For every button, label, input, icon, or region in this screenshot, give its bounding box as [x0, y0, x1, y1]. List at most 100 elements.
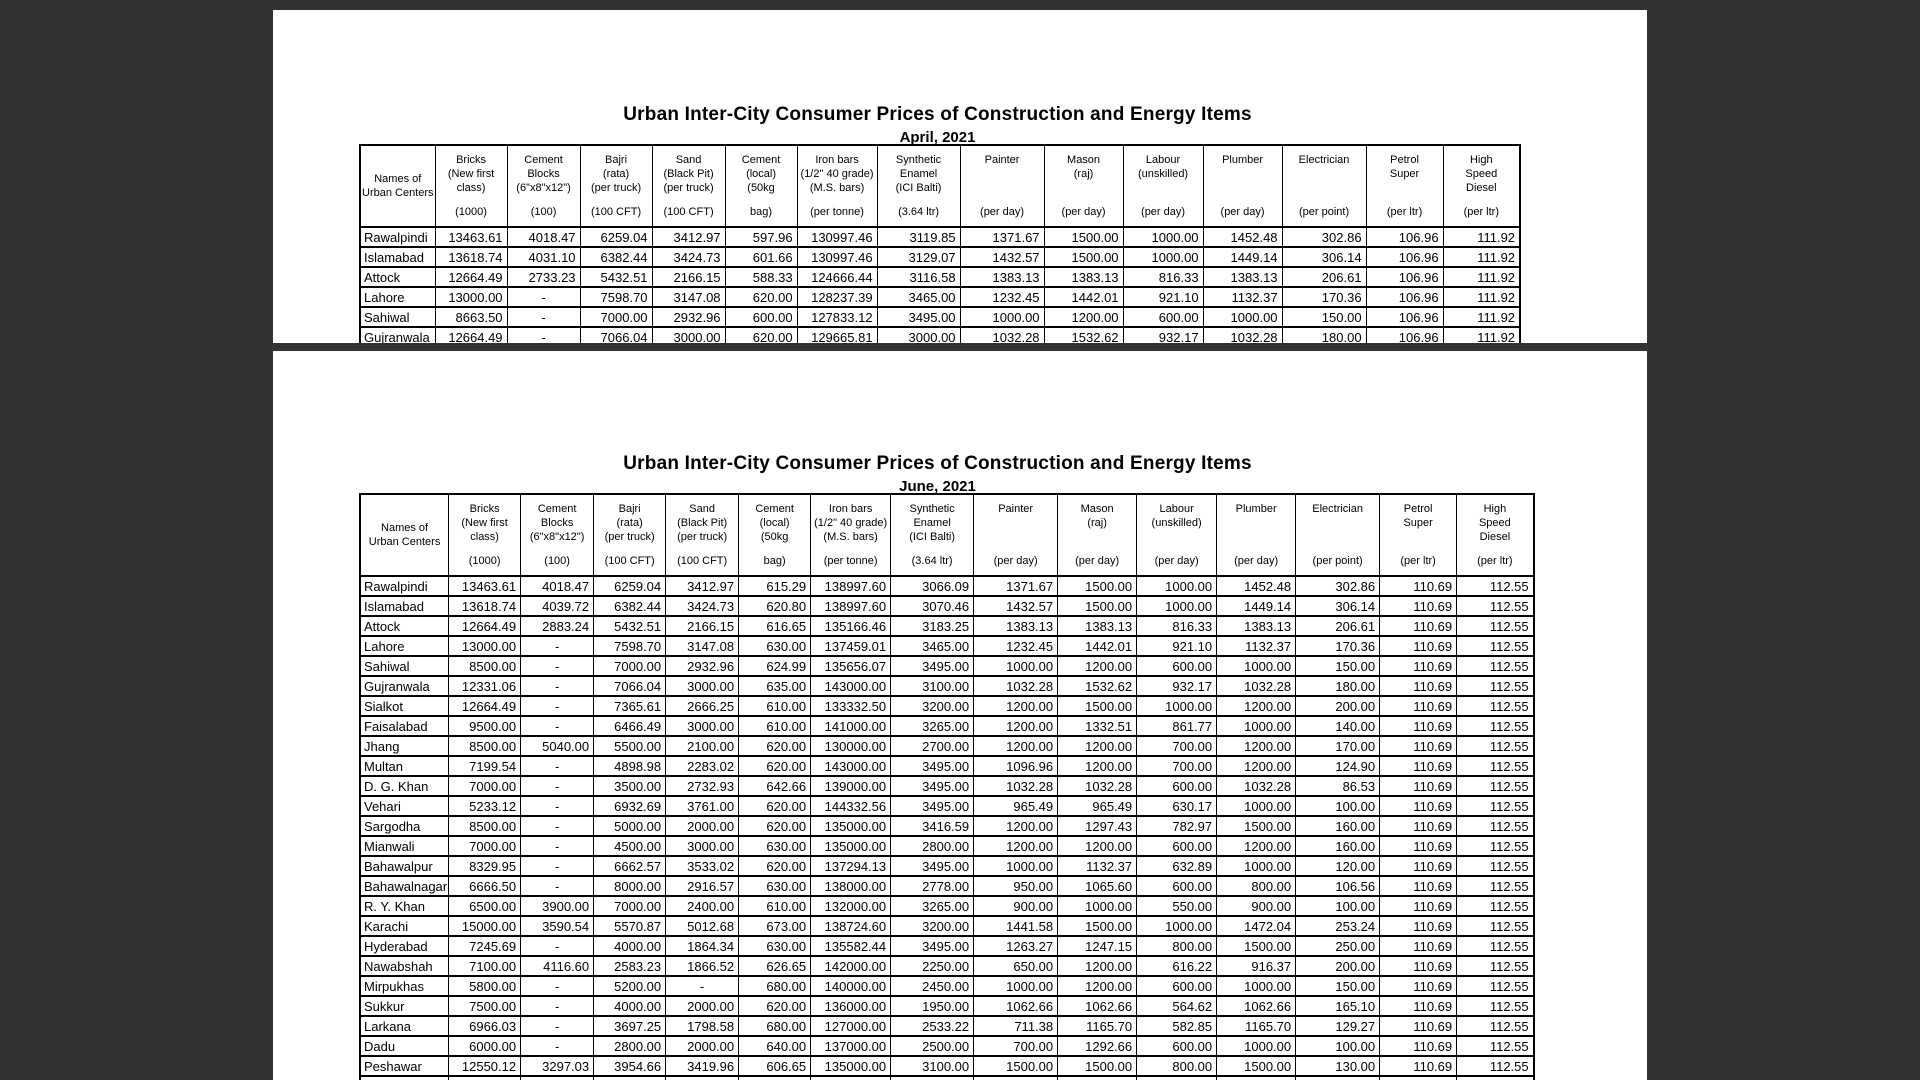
value-cell: 3116.58 [876, 266, 961, 288]
table-row: Bahawalnagar 6666.50-8000.00 2916.57 630.00… [359, 875, 1535, 897]
city-cell: Sahiwal [359, 655, 450, 677]
value-cell: 200.00 [1295, 695, 1381, 717]
value-cell: 111.92 [1442, 306, 1521, 328]
table-row: Larkana 6966.03-3697.25 1798.58 680.00 12700… [359, 1015, 1535, 1037]
price-table-april: Names of Urban Centers Bricks (New first cla… [359, 144, 1522, 343]
column-header-petrol-super: Petrol Super (per ltr) [1365, 144, 1444, 228]
value-cell: 170.36 [1295, 635, 1381, 657]
value-cell: 3500.00 [593, 775, 667, 797]
value-cell: 112.55 [1456, 1015, 1535, 1037]
value-cell: 1200.00 [973, 695, 1059, 717]
value-cell: 8500.00 [448, 655, 522, 677]
value-cell: 112.55 [1456, 975, 1535, 997]
value-cell: 106.96 [1365, 246, 1444, 268]
value-cell: 110.69 [1379, 1055, 1458, 1077]
value-cell: 1062.66 [1057, 995, 1138, 1017]
value-cell: 112.55 [1456, 1075, 1535, 1080]
value-cell: 124.90 [1295, 755, 1381, 777]
value-cell: 2283.02 [665, 755, 740, 777]
column-header-bricks: Bricks (New first class) (1000) [434, 144, 508, 228]
value-cell: 1200.00 [973, 735, 1059, 757]
city-cell: Islamabad [359, 595, 450, 617]
city-cell: Lahore [359, 286, 436, 308]
value-cell: 86.53 [1295, 775, 1381, 797]
value-cell: 15000.00 [448, 915, 522, 937]
header-row: Names of Urban Centers Bricks (New first cla… [359, 493, 1535, 577]
value-cell: 13463.61 [434, 226, 508, 248]
value-cell: 1200.00 [973, 815, 1059, 837]
value-cell: 1200.00 [1057, 755, 1138, 777]
value-cell: 200.00 [1295, 955, 1381, 977]
value-cell: 1297.43 [1057, 815, 1138, 837]
value-cell: 1000.00 [1216, 655, 1297, 677]
column-header-synthetic-enamel: Synthetic Enamel (ICI Balti) (3.64 ltr) [876, 144, 961, 228]
value-cell: 1247.15 [1057, 935, 1138, 957]
value-cell: 133332.50 [810, 695, 892, 717]
value-cell: 5233.12 [448, 795, 522, 817]
value-cell: 1000.00 [1202, 306, 1283, 328]
city-cell: Hyderabad [359, 935, 450, 957]
value-cell: 3000.00 [665, 715, 740, 737]
value-cell: 110.69 [1379, 1075, 1458, 1080]
city-cell: Rawalpindi [359, 575, 450, 597]
value-cell: 1000.00 [973, 975, 1059, 997]
value-cell: 112.55 [1456, 875, 1535, 897]
column-header-mason: Mason (raj) (per day) [1057, 493, 1138, 577]
value-cell: 640.00 [738, 1035, 812, 1057]
value-cell: - [506, 326, 581, 343]
value-cell: 680.00 [738, 1015, 812, 1037]
city-cell: Bahawalnagar [359, 875, 450, 897]
value-cell: 1132.37 [1057, 855, 1138, 877]
value-cell: 106.96 [1365, 266, 1444, 288]
value-cell: 1062.66 [973, 995, 1059, 1017]
value-cell: 1032.28 [1216, 675, 1297, 697]
column-header-cement: Cement (local) (50kg bag) [738, 493, 812, 577]
value-cell: 711.38 [973, 1015, 1059, 1037]
value-cell: 127833.12 [796, 306, 878, 328]
value-cell: 610.00 [738, 715, 812, 737]
table-row: Attock 12664.49 2733.23 5432.51 2166.15 588.3… [359, 266, 1521, 288]
value-cell: 2400.00 [665, 895, 740, 917]
column-header-bajri: Bajri (rata) (per truck) (100 CFT) [593, 493, 667, 577]
value-cell: 635.00 [738, 675, 812, 697]
city-cell: Jhang [359, 735, 450, 757]
value-cell: 100.00 [1295, 895, 1381, 917]
city-cell: Lahore [359, 635, 450, 657]
page-content: Urban Inter-City Consumer Prices of Cons… [273, 351, 1647, 1080]
value-cell: 921.10 [1122, 286, 1204, 308]
value-cell: 138724.60 [810, 915, 892, 937]
value-cell: - [520, 1015, 595, 1037]
value-cell: 7100.00 [448, 955, 522, 977]
value-cell: 143000.00 [810, 675, 892, 697]
value-cell: 12550.12 [448, 1055, 522, 1077]
value-cell: 1371.67 [959, 226, 1045, 248]
value-cell: 110.69 [1379, 695, 1458, 717]
table-row: Vehari 5233.12-6932.69 3761.00 620.00 144332… [359, 795, 1535, 817]
value-cell: 3495.00 [890, 935, 975, 957]
value-cell: 1500.00 [1216, 815, 1297, 837]
column-header-sand: Sand (Black Pit) (per truck) (100 CFT) [651, 144, 726, 228]
city-cell: Sahiwal [359, 306, 436, 328]
table-row: Islamabad 13618.74 4039.72 6382.44 3424.73 62… [359, 595, 1535, 617]
value-cell: 3761.00 [665, 795, 740, 817]
value-cell: 620.80 [738, 595, 812, 617]
value-cell: 5200.00 [593, 975, 667, 997]
value-cell: 2000.00 [665, 1035, 740, 1057]
value-cell: 2250.00 [890, 955, 975, 977]
value-cell: 6500.00 [448, 895, 522, 917]
value-cell: 3416.59 [890, 815, 975, 837]
value-cell: 112.55 [1456, 655, 1535, 677]
value-cell: 110.69 [1379, 735, 1458, 757]
table-row: Sukkur 7500.00-4000.00 2000.00 620.00 136000… [359, 995, 1535, 1017]
value-cell: 600.00 [1136, 655, 1218, 677]
city-cell: Larkana [359, 1015, 450, 1037]
value-cell: 582.85 [1136, 1015, 1218, 1037]
city-cell: Bahawalpur [359, 855, 450, 877]
value-cell: 1500.00 [973, 1055, 1059, 1077]
value-cell: 106.96 [1365, 306, 1444, 328]
value-cell: 610.00 [738, 695, 812, 717]
value-cell: 800.00 [1216, 875, 1297, 897]
value-cell: 137000.00 [810, 1035, 892, 1057]
value-cell: - [520, 755, 595, 777]
value-cell: 1383.13 [1057, 615, 1138, 637]
